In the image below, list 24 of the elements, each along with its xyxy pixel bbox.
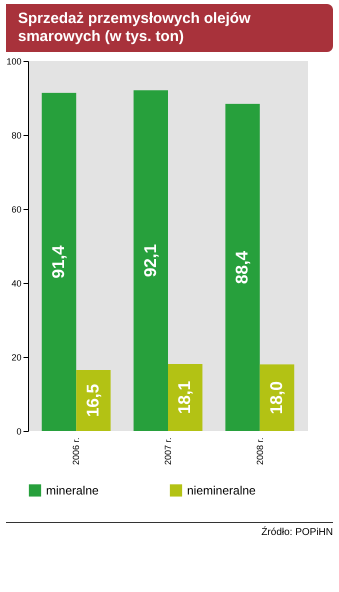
x-tick-label: 2008 r. bbox=[254, 438, 265, 466]
data-label: 16,5 bbox=[83, 384, 102, 418]
y-tick-label: 60 bbox=[11, 204, 22, 214]
legend-label: niemineralne bbox=[187, 483, 256, 498]
y-tick-label: 40 bbox=[11, 278, 22, 288]
text: Źródło: POPiHN bbox=[6, 522, 333, 538]
y-tick-label: 80 bbox=[11, 130, 22, 140]
data-label: 18,0 bbox=[267, 381, 286, 414]
y-tick-label: 0 bbox=[16, 426, 22, 436]
bar bbox=[134, 90, 168, 431]
bar bbox=[225, 104, 260, 431]
legend-label: mineralne bbox=[46, 483, 100, 498]
y-tick-label: 100 bbox=[6, 56, 22, 66]
x-tick-label: 2006 r. bbox=[71, 438, 82, 466]
data-label: 88,4 bbox=[232, 250, 252, 284]
data-label: 92,1 bbox=[140, 244, 160, 278]
bar bbox=[168, 364, 202, 431]
x-tick-label: 2007 r. bbox=[163, 438, 173, 466]
bar bbox=[42, 92, 76, 431]
data-label: 18,1 bbox=[175, 380, 194, 414]
chart-title: Sprzedaż przemysłowych olejów smarowych (w tys. ton) bbox=[6, 4, 333, 52]
y-tick-label: 20 bbox=[11, 352, 22, 362]
data-label: 91,4 bbox=[48, 244, 68, 278]
bar bbox=[76, 370, 111, 431]
